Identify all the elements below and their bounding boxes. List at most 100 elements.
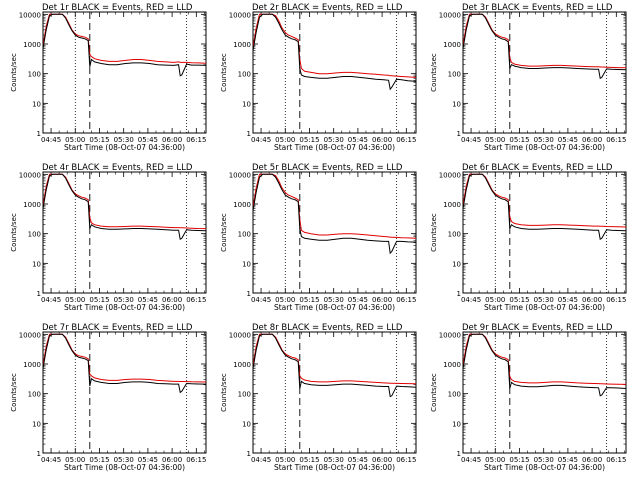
x-tick-label: 05:00 [485,136,505,144]
y-axis-label: Counts/sec [430,213,438,252]
x-tick-label: 05:30 [324,456,344,464]
x-tick-label: 04:45 [461,136,481,144]
x-tick-label: 04:45 [41,136,61,144]
x-tick-label: 06:00 [162,296,182,304]
x-axis-label: Start Time (08-Oct-07 04:36:00) [484,463,605,472]
x-axis-label: Start Time (08-Oct-07 04:36:00) [64,463,185,472]
lld-rate-line [253,13,416,78]
y-tick-label: 100 [28,71,41,79]
x-tick-label: 05:45 [558,456,578,464]
lld-rate-line [253,173,416,239]
y-tick-label: 100 [448,71,461,79]
y-tick-label: 10000 [19,171,41,179]
x-tick-label: 05:45 [138,136,158,144]
y-tick-label: 1000 [233,361,251,369]
plot-frame [462,331,627,454]
panel-title: Det 2r BLACK = Events, RED = LLD [252,3,403,13]
plot-frame [462,11,627,134]
x-tick-label: 05:15 [299,136,319,144]
x-tick-label: 05:00 [65,296,85,304]
events-rate-line [253,173,416,255]
panel-title: Det 7r BLACK = Events, RED = LLD [42,323,193,333]
y-tick-label: 10000 [439,331,461,339]
x-tick-label: 04:45 [461,296,481,304]
events-rate-line [463,173,626,240]
y-tick-label: 10 [32,260,41,268]
y-tick-label: 100 [448,391,461,399]
y-axis-label: Counts/sec [220,213,228,252]
panel-8: Det 8r BLACK = Events, RED = LLD 1 10 100 10… [220,323,417,472]
events-rate-line [463,13,626,80]
y-axis-label: Counts/sec [220,373,228,412]
x-tick-label: 05:00 [275,456,295,464]
x-tick-label: 05:30 [114,296,134,304]
y-tick-label: 1 [247,290,251,298]
x-tick-label: 06:15 [606,136,626,144]
panel-1: Det 1r BLACK = Events, RED = LLD 1 10 100 10… [10,3,207,152]
y-tick-label: 100 [238,391,251,399]
x-tick-label: 05:45 [558,136,578,144]
x-tick-label: 06:15 [186,136,206,144]
y-tick-label: 10000 [229,11,251,19]
y-tick-label: 1000 [233,41,251,49]
events-rate-line [43,333,206,394]
panel-5: Det 5r BLACK = Events, RED = LLD 1 10 100 10… [220,163,417,312]
y-tick-label: 1 [457,290,461,298]
panel-title: Det 5r BLACK = Events, RED = LLD [252,163,403,173]
x-tick-label: 04:45 [251,296,271,304]
x-tick-label: 05:15 [509,296,529,304]
x-axis-label: Start Time (08-Oct-07 04:36:00) [64,143,185,152]
panel-title: Det 9r BLACK = Events, RED = LLD [462,323,613,333]
x-tick-label: 05:00 [65,456,85,464]
x-tick-label: 05:15 [89,136,109,144]
x-tick-label: 04:45 [251,456,271,464]
y-tick-label: 100 [28,391,41,399]
y-tick-label: 1000 [443,201,461,209]
x-tick-label: 06:15 [606,456,626,464]
plot-frame [42,331,207,454]
y-tick-label: 1 [37,450,41,458]
x-tick-label: 06:15 [396,456,416,464]
x-tick-label: 05:30 [534,296,554,304]
x-tick-label: 05:30 [324,296,344,304]
y-tick-label: 10000 [229,331,251,339]
y-tick-label: 10000 [439,171,461,179]
y-tick-label: 100 [238,231,251,239]
x-tick-label: 06:00 [582,296,602,304]
x-tick-label: 06:15 [396,136,416,144]
x-tick-label: 06:15 [186,456,206,464]
x-tick-label: 05:45 [558,296,578,304]
plot-frame [252,11,417,134]
y-axis-label: Counts/sec [10,53,18,92]
events-rate-line [43,173,206,240]
y-tick-label: 10 [242,100,251,108]
x-tick-label: 04:45 [251,136,271,144]
panel-title: Det 1r BLACK = Events, RED = LLD [42,3,193,13]
x-tick-label: 05:00 [485,296,505,304]
y-axis-label: Counts/sec [430,373,438,412]
x-tick-label: 06:00 [372,456,392,464]
plot-frame [252,331,417,454]
y-tick-label: 100 [28,231,41,239]
panel-3: Det 3r BLACK = Events, RED = LLD 1 10 100 10… [430,3,627,152]
events-rate-line [253,333,416,398]
x-tick-label: 05:30 [324,136,344,144]
x-tick-label: 06:15 [186,296,206,304]
x-tick-label: 05:30 [534,136,554,144]
x-tick-label: 06:15 [396,296,416,304]
y-tick-label: 1000 [233,201,251,209]
panel-9: Det 9r BLACK = Events, RED = LLD 1 10 100 10… [430,323,627,472]
y-tick-label: 1 [37,130,41,138]
y-tick-label: 10000 [19,331,41,339]
x-tick-label: 04:45 [41,296,61,304]
x-tick-label: 05:45 [138,456,158,464]
x-tick-label: 06:15 [606,296,626,304]
y-tick-label: 1 [37,290,41,298]
x-axis-label: Start Time (08-Oct-07 04:36:00) [274,463,395,472]
x-tick-label: 05:15 [89,296,109,304]
x-tick-label: 05:15 [89,456,109,464]
y-axis-label: Counts/sec [430,53,438,92]
y-tick-label: 10 [32,100,41,108]
x-tick-label: 05:45 [348,456,368,464]
